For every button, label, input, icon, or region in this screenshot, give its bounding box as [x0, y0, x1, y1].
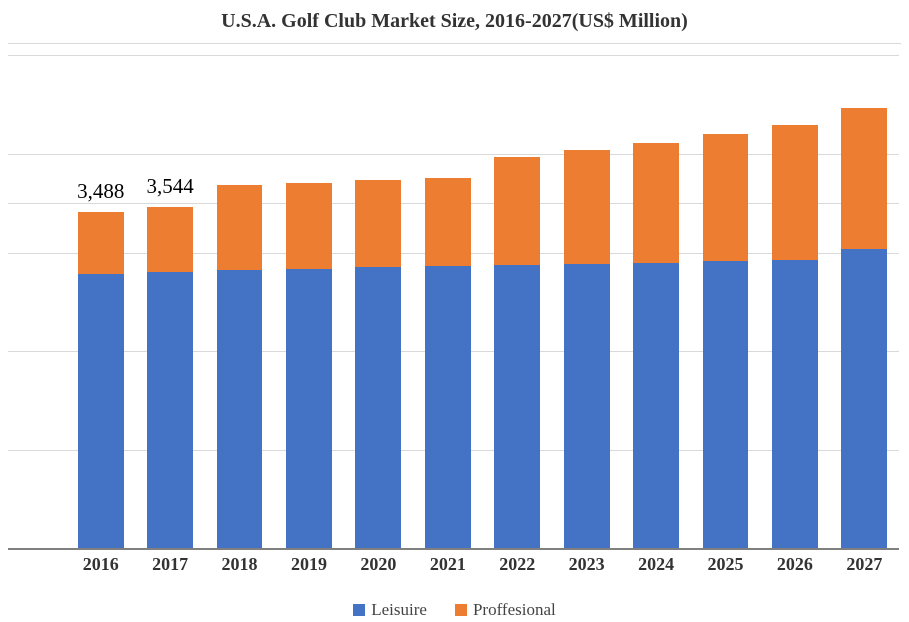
stacked-bar	[841, 108, 887, 550]
bar-segment-leisure	[217, 270, 263, 550]
bar-slot	[830, 56, 899, 550]
bar-segment-leisure	[633, 263, 679, 550]
bar-segment-leisure	[286, 269, 332, 550]
x-axis-label: 2023	[552, 554, 621, 584]
x-axis-label: 2024	[621, 554, 690, 584]
bar-segment-leisure	[841, 249, 887, 550]
bar-slot	[483, 56, 552, 550]
stacked-bar	[425, 178, 471, 550]
x-axis-line	[8, 548, 899, 550]
legend-item-professional: Proffesional	[455, 600, 556, 620]
stacked-bar	[78, 212, 124, 550]
bar-slot	[552, 56, 621, 550]
bar-segment-professional	[147, 207, 193, 272]
bar-segment-professional	[703, 134, 749, 262]
x-axis-label: 2018	[205, 554, 274, 584]
stacked-bar	[286, 183, 332, 550]
chart-container: U.S.A. Golf Club Market Size, 2016-2027(…	[0, 0, 909, 622]
bar-segment-professional	[355, 180, 401, 267]
bar-slot	[344, 56, 413, 550]
bar-segment-professional	[217, 185, 263, 270]
legend: Leisuire Proffesional	[0, 600, 909, 620]
bar-segment-leisure	[703, 261, 749, 550]
x-axis-label: 2027	[830, 554, 899, 584]
x-axis-label: 2025	[691, 554, 760, 584]
stacked-bar	[703, 134, 749, 550]
bar-segment-professional	[772, 125, 818, 261]
bar-segment-professional	[286, 183, 332, 269]
bar-segment-leisure	[147, 272, 193, 550]
bar-slot	[205, 56, 274, 550]
bar-segment-professional	[78, 212, 124, 274]
legend-swatch-professional	[455, 604, 467, 616]
bars-area	[66, 56, 899, 550]
bar-slot	[135, 56, 204, 550]
x-axis-label: 2019	[274, 554, 343, 584]
legend-label-professional: Proffesional	[473, 600, 556, 620]
bar-segment-leisure	[355, 267, 401, 550]
stacked-bar	[772, 125, 818, 550]
x-axis-label: 2026	[760, 554, 829, 584]
legend-swatch-leisure	[353, 604, 365, 616]
x-axis-label: 2021	[413, 554, 482, 584]
x-axis-label: 2022	[483, 554, 552, 584]
bar-segment-professional	[841, 108, 887, 248]
plot-area: 3,488 3,544	[8, 56, 899, 550]
chart-title: U.S.A. Golf Club Market Size, 2016-2027(…	[8, 6, 901, 44]
x-axis-label: 2016	[66, 554, 135, 584]
bar-segment-professional	[564, 150, 610, 264]
stacked-bar	[633, 143, 679, 550]
legend-item-leisure: Leisuire	[353, 600, 427, 620]
stacked-bar	[355, 180, 401, 550]
stacked-bar	[147, 207, 193, 550]
stacked-bar	[564, 150, 610, 550]
x-axis-label: 2017	[135, 554, 204, 584]
bar-segment-professional	[633, 143, 679, 263]
legend-label-leisure: Leisuire	[371, 600, 427, 620]
stacked-bar	[494, 157, 540, 550]
bar-segment-leisure	[564, 264, 610, 550]
bar-segment-leisure	[494, 265, 540, 550]
x-axis-labels: 2016201720182019202020212022202320242025…	[66, 554, 899, 584]
bar-data-label: 3,544	[147, 174, 194, 199]
bar-slot	[274, 56, 343, 550]
x-axis-label: 2020	[344, 554, 413, 584]
stacked-bar	[217, 185, 263, 550]
bar-slot	[66, 56, 135, 550]
bar-segment-professional	[494, 157, 540, 265]
bar-slot	[760, 56, 829, 550]
bars-row	[66, 56, 899, 550]
bar-segment-leisure	[78, 274, 124, 550]
bar-slot	[413, 56, 482, 550]
bar-segment-leisure	[772, 260, 818, 550]
bar-segment-professional	[425, 178, 471, 266]
bar-slot	[621, 56, 690, 550]
bar-segment-leisure	[425, 266, 471, 550]
bar-slot	[691, 56, 760, 550]
bar-data-label: 3,488	[77, 179, 124, 204]
